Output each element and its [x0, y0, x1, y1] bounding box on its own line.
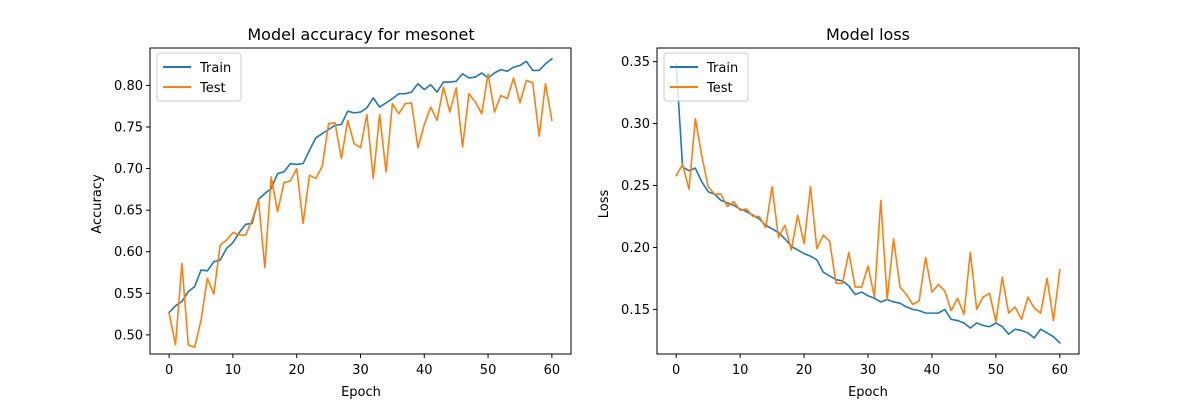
y-tick-label: 0.65 [114, 204, 143, 219]
accuracy-chart: Model accuracy for mesonet 0 10 20 30 40 50 60… [90, 25, 572, 400]
x-tick-label: 30 [860, 363, 877, 378]
x-tick-label: 60 [544, 363, 561, 378]
legend: Train Test [156, 52, 242, 102]
chart-title: Model accuracy for mesonet [247, 25, 474, 44]
x-tick-label: 0 [165, 363, 173, 378]
legend: Train Test [663, 52, 749, 102]
x-tick-label: 20 [288, 363, 305, 378]
legend-label-test: Test [706, 81, 733, 96]
plot-area: 0 10 20 30 40 50 60 0.15 0.20 0.25 0.30 0.35 [621, 47, 1080, 378]
y-tick-label: 0.50 [114, 328, 143, 343]
legend-box [663, 52, 749, 102]
y-tick-label: 0.80 [114, 79, 143, 94]
legend-box [156, 52, 242, 102]
x-axis-title: Epoch [848, 385, 888, 400]
x-tick-label: 10 [732, 363, 749, 378]
x-tick-label: 0 [672, 363, 680, 378]
x-tick-label: 50 [480, 363, 497, 378]
series-line-test [168, 72, 553, 349]
y-tick-label: 0.15 [621, 303, 650, 318]
y-tick-label: 0.30 [621, 117, 650, 132]
series-line-test [675, 117, 1061, 323]
chart-title: Model loss [826, 25, 910, 44]
legend-label-train: Train [706, 61, 738, 76]
x-tick-label: 50 [988, 363, 1005, 378]
x-tick-label: 20 [796, 363, 813, 378]
y-tick-label: 0.25 [621, 179, 650, 194]
x-tick-label: 40 [416, 363, 433, 378]
x-tick-label: 40 [924, 363, 941, 378]
y-tick-label: 0.60 [114, 245, 143, 260]
x-tick-label: 30 [352, 363, 369, 378]
x-tick-label: 60 [1052, 363, 1069, 378]
y-tick-label: 0.75 [114, 120, 143, 135]
y-tick-label: 0.55 [114, 287, 143, 302]
y-axis-title: Loss [597, 190, 612, 219]
loss-chart: Model loss 0 10 20 30 40 50 60 0.15 0.20 0.25 0.30… [597, 25, 1080, 400]
y-tick-label: 0.35 [621, 55, 650, 70]
plot-area: 0 10 20 30 40 50 60 0.50 0.55 0.60 0.65 0.70 0.75 0.8… [114, 47, 572, 378]
y-tick-label: 0.70 [114, 162, 143, 177]
y-axis-title: Accuracy [90, 174, 105, 234]
x-axis-title: Epoch [341, 385, 381, 400]
legend-label-test: Test [199, 81, 226, 96]
y-tick-label: 0.20 [621, 241, 650, 256]
legend-label-train: Train [199, 61, 231, 76]
x-tick-label: 10 [225, 363, 242, 378]
